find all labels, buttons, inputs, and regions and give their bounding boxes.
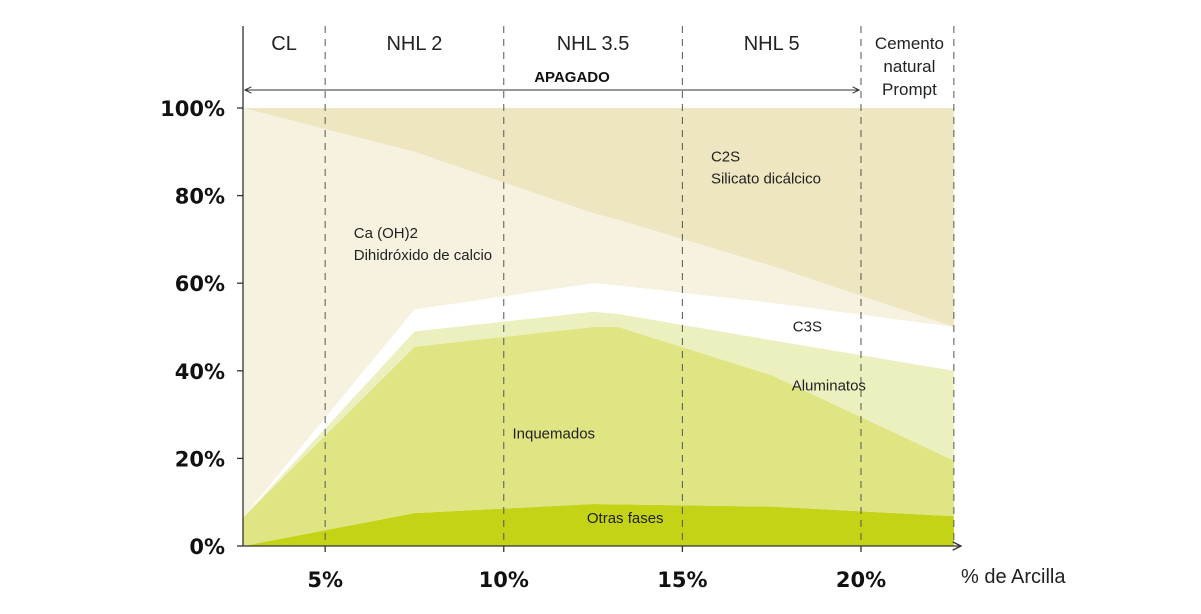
label-c2s-silicato-dic-lcico: C2S: [711, 148, 740, 165]
zone-dividers: [324, 26, 955, 546]
x-tick-label: 10%: [479, 568, 529, 592]
label-ca-oh-2-dihidr-xido-de-calcio: Dihidróxido de calcio: [354, 247, 492, 264]
x-tick-label: 5%: [307, 568, 343, 592]
area-ca-oh-2-dihidr-xido-de-calcio: [243, 108, 954, 518]
y-tick-label: 100%: [160, 97, 225, 121]
label-c2s-silicato-dic-lcico: Silicato dicálcico: [711, 170, 821, 187]
axes: 0% 20% 40% 60% 80% 100% 5% 10% 15% 20% % de Arcill…: [160, 26, 1066, 592]
area-inquemados: [243, 327, 954, 546]
zone-cemento-label: natural: [883, 57, 935, 76]
zone-cl-label: CL: [271, 33, 297, 55]
area-otras-fases: [243, 504, 954, 546]
y-tick-label: 0%: [189, 535, 225, 559]
label-aluminatos: Aluminatos: [792, 378, 866, 395]
zone-nhl35-label: NHL 3.5: [557, 33, 630, 55]
y-tick-label: 80%: [175, 185, 225, 209]
zone-nhl2-label: NHL 2: [386, 33, 442, 55]
area-c2s-silicato-dic-lcico: [243, 108, 954, 327]
area-aluminatos: [243, 311, 954, 518]
area-layers: [243, 108, 954, 546]
y-tick-label: 20%: [175, 447, 225, 471]
x-tick-label: 15%: [657, 568, 707, 592]
y-tick-label: 40%: [175, 360, 225, 384]
label-c3s: C3S: [793, 318, 822, 335]
label-otras-fases: Otras fases: [587, 510, 664, 527]
zone-nhl5-label: NHL 5: [744, 33, 800, 55]
apagado-label: APAGADO: [534, 69, 610, 86]
labels: CL NHL 2 NHL 3.5 NHL 5 Cemento natural Prompt A…: [245, 33, 944, 527]
x-axis-title: % de Arcilla: [961, 566, 1066, 588]
zone-cemento-label: Cemento: [875, 34, 944, 53]
x-tick-label: 20%: [836, 568, 886, 592]
y-tick-label: 60%: [175, 272, 225, 296]
label-ca-oh-2-dihidr-xido-de-calcio: Ca (OH)2: [354, 225, 418, 242]
label-inquemados: Inquemados: [512, 425, 595, 442]
zone-cemento-label: Prompt: [882, 80, 937, 99]
